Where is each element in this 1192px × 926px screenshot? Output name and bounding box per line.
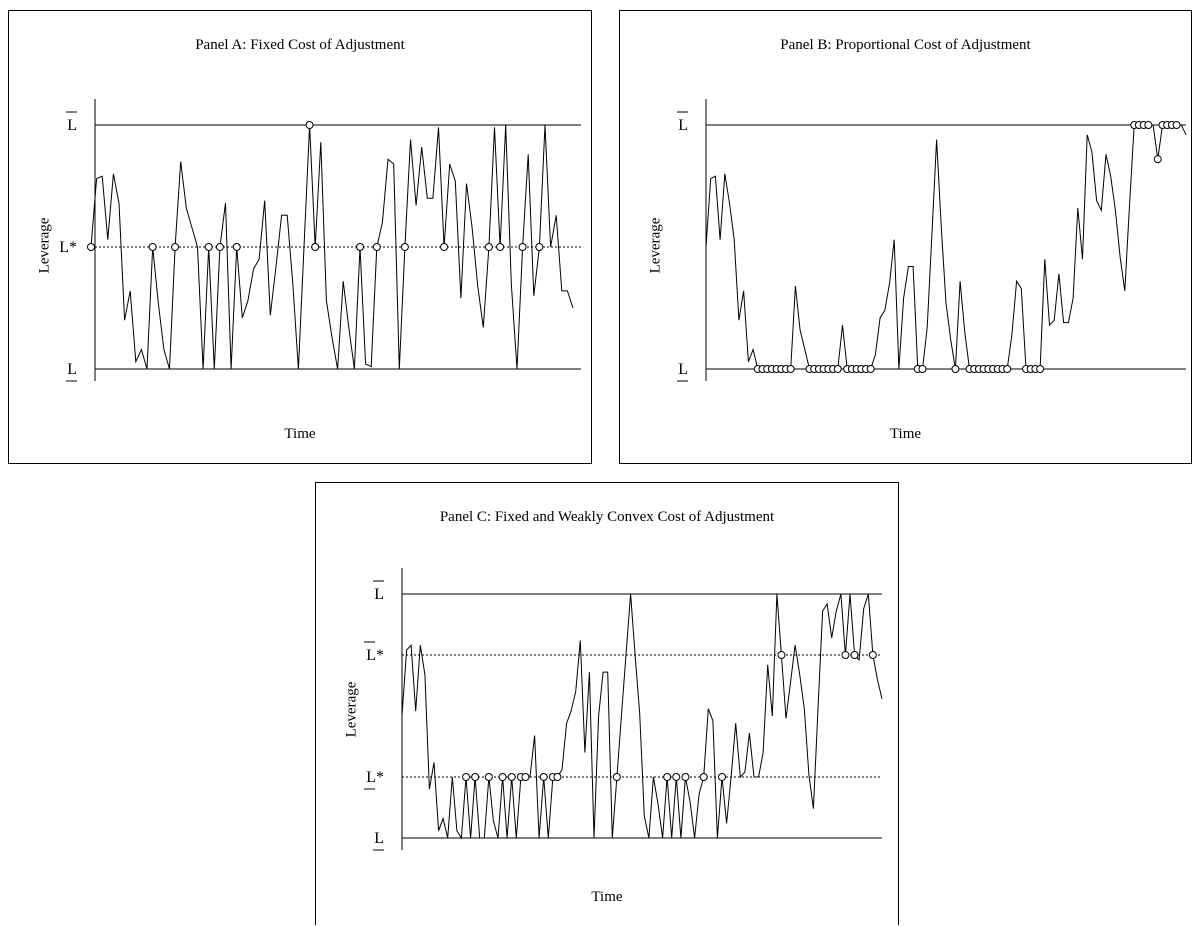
adjustment-marker-45 bbox=[1172, 121, 1181, 129]
adjustment-marker-0 bbox=[462, 773, 470, 781]
adjustment-marker-6 bbox=[305, 121, 314, 129]
level-label-0: L bbox=[678, 117, 688, 134]
adjustment-marker-15 bbox=[535, 243, 544, 251]
level-label-1: L* bbox=[366, 647, 384, 664]
panel-a-title: Panel A: Fixed Cost of Adjustment bbox=[195, 37, 405, 53]
adjustment-marker-4 bbox=[215, 243, 224, 251]
adjustment-marker-7 bbox=[786, 365, 795, 373]
adjustment-marker-15 bbox=[718, 773, 726, 781]
level-label-2: L* bbox=[366, 769, 384, 786]
adjustment-marker-16 bbox=[777, 651, 786, 659]
adjustment-marker-11 bbox=[440, 243, 449, 251]
series-line bbox=[90, 124, 574, 370]
panel-c-xlabel: Time bbox=[591, 889, 623, 905]
adjustment-marker-14 bbox=[518, 243, 527, 251]
adjustment-marker-19 bbox=[868, 651, 877, 659]
adjustment-marker-4 bbox=[507, 773, 516, 781]
adjustment-marker-20 bbox=[866, 365, 875, 373]
panel-c-title: Panel C: Fixed and Weakly Convex Cost of… bbox=[439, 509, 775, 525]
series-line bbox=[401, 593, 883, 840]
adjustment-marker-41 bbox=[1153, 155, 1162, 164]
adjustment-marker-2 bbox=[171, 243, 180, 251]
adjustment-marker-2 bbox=[484, 773, 493, 781]
adjustment-marker-18 bbox=[850, 651, 859, 659]
level-label-1: L* bbox=[59, 239, 77, 256]
level-label-1: L bbox=[678, 361, 688, 378]
panel-b: Panel B: Proportional Cost of Adjustment… bbox=[619, 10, 1192, 464]
adjustment-marker-32 bbox=[1003, 365, 1012, 373]
adjustment-marker-40 bbox=[1144, 121, 1153, 129]
series-line bbox=[705, 124, 1187, 370]
panel-c: Panel C: Fixed and Weakly Convex Cost of… bbox=[315, 482, 899, 925]
panel-b-title: Panel B: Proportional Cost of Adjustment bbox=[780, 37, 1031, 53]
adjustment-marker-3 bbox=[204, 243, 213, 251]
level-label-0: L bbox=[67, 117, 77, 134]
adjustment-marker-11 bbox=[663, 773, 672, 781]
adjustment-marker-23 bbox=[951, 365, 960, 373]
adjustment-marker-14 bbox=[699, 773, 708, 781]
adjustment-marker-13 bbox=[496, 243, 505, 251]
adjustment-marker-14 bbox=[833, 365, 842, 373]
panel-c-plot: L L* L* L bbox=[364, 568, 883, 851]
adjustment-marker-9 bbox=[553, 773, 562, 781]
adjustment-marker-12 bbox=[484, 243, 493, 251]
adjustment-marker-8 bbox=[356, 243, 365, 251]
adjustment-marker-3 bbox=[498, 773, 507, 781]
level-label-2: L bbox=[67, 361, 77, 378]
adjustment-marker-9 bbox=[372, 243, 381, 251]
adjustment-marker-36 bbox=[1036, 365, 1045, 373]
level-label-3: L bbox=[374, 830, 384, 847]
adjustment-marker-1 bbox=[148, 243, 157, 251]
adjustment-marker-1 bbox=[471, 773, 480, 781]
adjustment-marker-12 bbox=[672, 773, 681, 781]
adjustment-marker-6 bbox=[521, 773, 530, 781]
panel-a-xlabel: Time bbox=[284, 426, 316, 442]
level-label-0: L bbox=[374, 586, 384, 603]
panel-b-xlabel: Time bbox=[889, 426, 922, 442]
adjustment-marker-13 bbox=[681, 773, 690, 781]
adjustment-marker-17 bbox=[841, 651, 850, 659]
adjustment-marker-7 bbox=[539, 773, 548, 781]
panel-a-plot: L L* L bbox=[59, 99, 581, 382]
panel-b-plot: LL bbox=[677, 99, 1187, 382]
adjustment-marker-22 bbox=[918, 365, 927, 373]
panel-a: Panel A: Fixed Cost of Adjustment Levera… bbox=[8, 10, 592, 464]
adjustment-marker-10 bbox=[612, 773, 621, 781]
adjustment-marker-0 bbox=[87, 243, 95, 251]
adjustment-marker-7 bbox=[311, 243, 320, 251]
adjustment-marker-5 bbox=[232, 243, 241, 251]
adjustment-marker-10 bbox=[400, 243, 409, 251]
